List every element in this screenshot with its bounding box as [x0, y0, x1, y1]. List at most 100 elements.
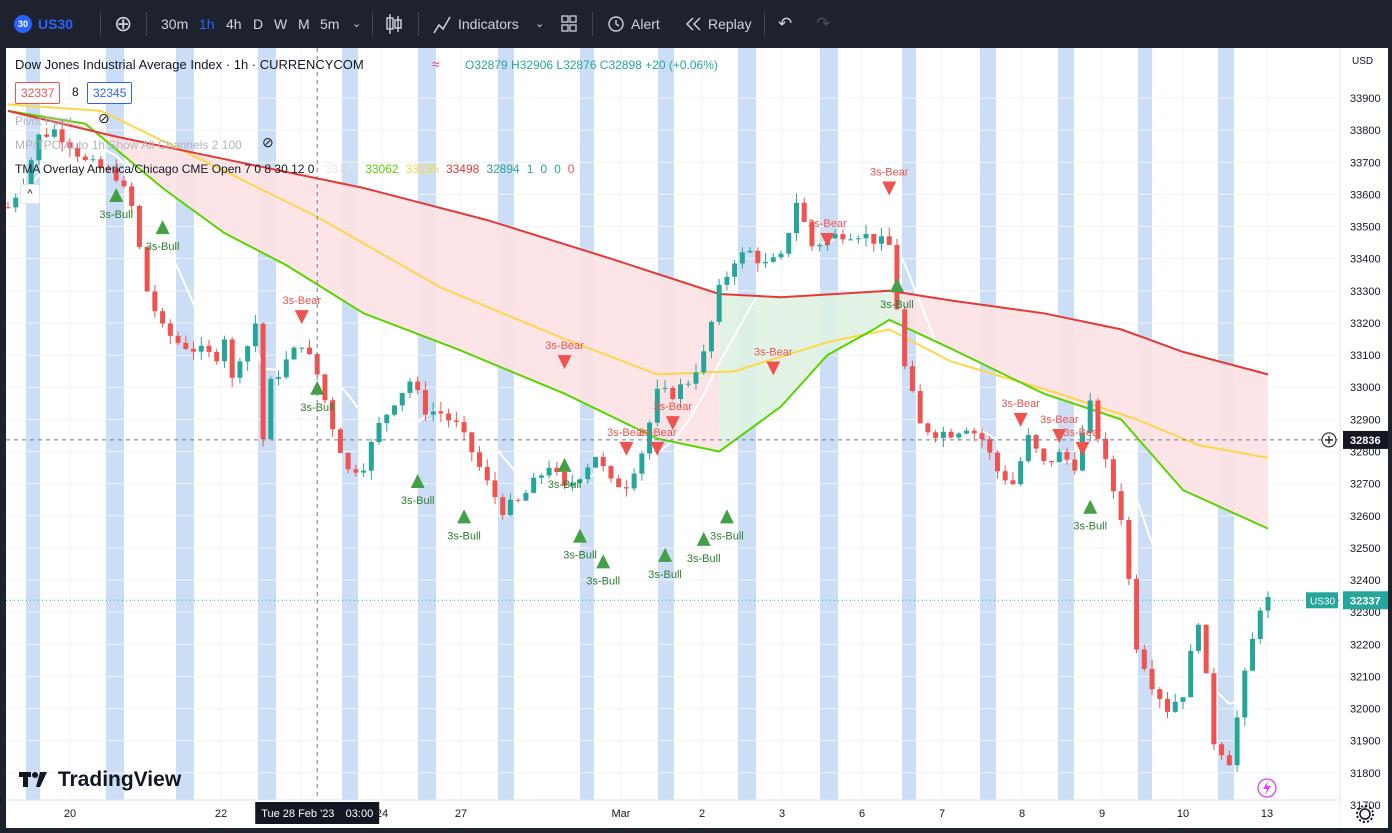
alert-clock-icon[interactable] — [605, 0, 627, 48]
candle-body — [345, 452, 351, 470]
tma-indicator-name: TMA Overlay America/Chicago CME Open 7 0… — [15, 162, 315, 176]
session-band — [820, 48, 838, 800]
interval-m[interactable]: M — [298, 16, 310, 32]
replay-rewind-icon[interactable] — [684, 0, 704, 48]
last-price-tag — [1343, 591, 1388, 610]
candle-style-icon[interactable] — [384, 0, 404, 48]
time-axis-bg — [6, 800, 1340, 828]
tma-indicator-label[interactable]: TMA Overlay America/Chicago CME Open 7 0… — [15, 162, 574, 176]
y-tick-label: 32000 — [1350, 704, 1381, 716]
layouts-grid-icon[interactable] — [560, 0, 578, 48]
candle-body — [469, 432, 475, 453]
candle-body — [840, 234, 846, 240]
interval-chevron-down-icon[interactable]: ⌄ — [352, 18, 362, 30]
tma-value-1: 33062 — [365, 162, 399, 176]
candle-body — [956, 433, 962, 438]
candle-body — [979, 433, 985, 440]
interval-4h[interactable]: 4h — [226, 16, 242, 32]
candle-body — [152, 291, 158, 312]
hide-eye-icon[interactable]: ⊘ — [262, 134, 274, 150]
candle-body — [51, 129, 57, 137]
indicators-icon[interactable] — [432, 0, 452, 48]
lightning-icon[interactable] — [1257, 778, 1277, 798]
gear-icon-teeth — [1356, 805, 1374, 823]
bull-signal-label: 3s-Bull — [99, 209, 133, 221]
crosshair-price-tag — [1343, 430, 1388, 449]
candle-body — [763, 261, 769, 264]
interval-w[interactable]: W — [274, 16, 288, 32]
candle-body — [59, 129, 65, 143]
candle-body — [1095, 400, 1101, 439]
interval-1h[interactable]: 1h — [199, 16, 215, 32]
candle-body — [268, 378, 274, 440]
candle-body — [1056, 451, 1062, 463]
y-tick-label: 32700 — [1350, 479, 1381, 491]
bull-signal-label: 3s-Bull — [586, 575, 620, 587]
crosshair-plus-icon[interactable] — [1321, 432, 1337, 448]
session-band — [902, 48, 916, 800]
compare-plus-icon[interactable]: ⊕ — [114, 11, 133, 36]
candle-body — [577, 479, 583, 484]
candle-body — [778, 253, 784, 258]
candle-body — [392, 405, 398, 415]
undo-icon[interactable]: ↶ — [778, 14, 793, 33]
candle-body — [1250, 638, 1256, 671]
bull-signal-label: 3s-Bull — [1073, 521, 1107, 533]
data-window-icon[interactable]: ≈ — [432, 56, 440, 72]
buy-price-button[interactable]: 32345 — [87, 82, 133, 104]
crosshair-time-label: 03:00 — [346, 808, 374, 820]
candle-body — [507, 499, 513, 516]
alert-button[interactable]: Alert — [631, 16, 660, 32]
x-tick-label: 9 — [1099, 808, 1105, 820]
interval-30m[interactable]: 30m — [161, 16, 189, 32]
candle-body — [933, 432, 939, 438]
candle-body — [886, 236, 892, 245]
candle-body — [276, 377, 282, 379]
replay-button[interactable]: Replay — [708, 16, 752, 32]
candle-body — [701, 351, 707, 373]
chart-area[interactable]: 3s-Bull 3s-Bull 3s-Bull 3s-Bear 3s-Bull 3s-Bu… — [5, 48, 1388, 828]
candle-body — [376, 423, 382, 443]
candle-body — [1257, 610, 1263, 639]
y-tick-label: 33700 — [1350, 157, 1381, 169]
bear-signal-label: 3s-Bear — [1040, 414, 1079, 426]
bull-signal-triangle — [696, 531, 711, 546]
tma-value-6: 0 — [540, 162, 548, 176]
collapse-legend-chevron-up-icon[interactable]: ^ — [20, 184, 40, 204]
x-tick-label: 10 — [1177, 808, 1189, 820]
symbol-price-tag-label: US30 — [1310, 596, 1335, 607]
sell-price-button[interactable]: 32337 — [15, 82, 61, 104]
hide-eye-icon[interactable]: ⊘ — [98, 110, 110, 126]
bear-signal-label: 3s-Bear — [870, 167, 909, 179]
symbol-price-tag — [1306, 592, 1338, 609]
candle-body — [515, 499, 521, 501]
candle-body — [492, 480, 498, 498]
crosshair-price-label: 32836 — [1350, 435, 1381, 447]
bull-signal-triangle — [155, 220, 170, 235]
redo-icon[interactable]: ↷ — [816, 14, 831, 33]
indicators-button[interactable]: Indicators — [458, 16, 519, 32]
candle-body — [28, 160, 34, 187]
tma-value-3: 33498 — [445, 162, 480, 176]
price-chart[interactable]: 3s-Bull 3s-Bull 3s-Bull 3s-Bear 3s-Bull 3s-Bu… — [5, 48, 1388, 828]
candle-body — [917, 391, 923, 424]
candle-body — [306, 347, 312, 355]
indicators-chevron-down-icon[interactable]: ⌄ — [535, 18, 545, 30]
interval-5m[interactable]: 5m — [320, 16, 340, 32]
interval-d[interactable]: D — [253, 16, 264, 32]
symbol-search-button[interactable]: US30 — [38, 16, 74, 32]
tradingview-logo: TradingView — [18, 768, 181, 792]
candle-body — [608, 466, 614, 479]
candle-body — [361, 470, 367, 473]
y-tick-label: 33000 — [1350, 382, 1381, 394]
candle-body — [987, 439, 993, 453]
candle-body — [206, 345, 212, 352]
candle-body — [446, 413, 452, 421]
bull-signal-label: 3s-Bull — [710, 530, 744, 542]
pivot-point-indicator-label[interactable]: Pivot Point — [15, 114, 73, 128]
candle-body — [739, 252, 745, 264]
mp-tpo-indicator-label[interactable]: MP/TPO Auto 1h Show All Channels 2 100 — [15, 138, 242, 152]
bear-signal-label: 3s-Bear — [754, 347, 793, 359]
settings-gear-icon[interactable] — [1356, 805, 1374, 823]
candle-body — [129, 186, 135, 206]
